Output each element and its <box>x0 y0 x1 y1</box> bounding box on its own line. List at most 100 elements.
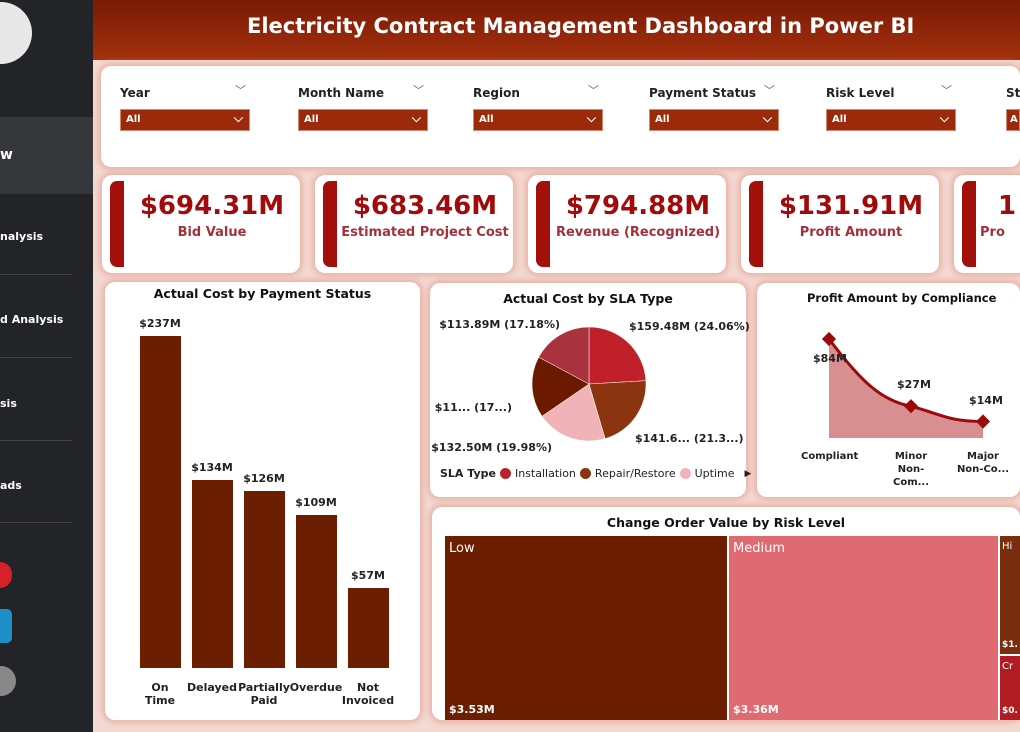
tile-label: Hi <box>1002 541 1013 552</box>
legend-item[interactable]: Installation <box>514 467 576 480</box>
filter-dropdown[interactable]: All ⌵ <box>649 109 779 131</box>
bar[interactable] <box>296 515 337 668</box>
kpi-accent <box>323 181 337 267</box>
chevron-down-icon[interactable]: ﹀ <box>235 84 246 97</box>
treemap-tile[interactable]: Cr $0. <box>1000 656 1020 720</box>
kpi-label: Pro <box>980 225 1005 240</box>
tile-label: Low <box>449 541 475 556</box>
legend-item[interactable]: Repair/Restore <box>594 467 676 480</box>
chevron-down-icon[interactable]: ﹀ <box>413 84 424 97</box>
filter-dropdown[interactable]: All ⌵ <box>826 109 956 131</box>
filter-value: All <box>479 114 494 125</box>
sidebar: w nalysis d Analysis sis ads <box>0 0 93 732</box>
profile-icon[interactable] <box>0 666 16 696</box>
logo <box>0 2 32 64</box>
legend-dot <box>499 468 511 479</box>
pie-slice[interactable] <box>588 326 647 385</box>
area-fill <box>829 339 983 438</box>
pie-chart <box>531 326 647 442</box>
tile-value: $1. <box>1002 640 1018 650</box>
kpi-card: $683.46M Estimated Project Cost <box>315 175 513 273</box>
nav-item-5[interactable]: ads <box>0 479 22 492</box>
data-label: $14M <box>969 393 1003 407</box>
legend-dot <box>679 468 691 479</box>
pie-label: $141.6... (21.3...) <box>635 432 744 445</box>
bar[interactable] <box>140 336 181 668</box>
linkedin-icon[interactable] <box>0 609 12 643</box>
x-axis-label: Minor Non-Com... <box>892 451 930 488</box>
data-label: $237M <box>139 317 181 330</box>
treemap-card: Change Order Value by Risk Level Low $3.… <box>432 507 1020 720</box>
nav-overview[interactable]: w <box>0 117 93 194</box>
legend-next-arrow-icon[interactable]: ▶ <box>744 468 752 479</box>
bar[interactable] <box>244 491 285 668</box>
x-axis-label: Partially Paid <box>238 681 290 707</box>
pie-label: $132.50M (19.98%) <box>431 441 552 454</box>
tile-value: $3.53M <box>449 703 495 716</box>
kpi-value: $794.88M <box>565 191 711 221</box>
pie-slice[interactable] <box>541 383 606 442</box>
data-label: $134M <box>191 461 233 475</box>
kpi-card: 1 Pro <box>954 175 1020 273</box>
kpi-accent <box>536 181 550 267</box>
chart-title: Actual Cost by Payment Status <box>153 286 372 301</box>
pie-label: $11... (17...) <box>434 401 512 414</box>
chart-title: Change Order Value by Risk Level <box>606 515 846 530</box>
chevron-down-icon[interactable]: ﹀ <box>941 84 952 97</box>
kpi-value: $694.31M <box>139 191 285 221</box>
pie-slice[interactable] <box>588 380 647 439</box>
treemap-tile[interactable]: Medium $3.36M <box>729 536 998 720</box>
kpi-label: Revenue (Recognized) <box>555 225 721 240</box>
data-point-marker[interactable] <box>903 399 919 414</box>
filter-value: All <box>304 114 319 125</box>
treemap-tile[interactable]: Low $3.53M <box>445 536 727 720</box>
divider <box>0 440 72 441</box>
kpi-label: Bid Value <box>177 225 247 240</box>
pie-slice[interactable] <box>531 356 590 417</box>
divider <box>0 274 72 275</box>
filter-label: St <box>1006 86 1020 100</box>
x-axis-label: Compliant <box>801 451 859 462</box>
kpi-card: $131.91M Profit Amount <box>741 175 939 273</box>
kpi-value: $683.46M <box>352 191 498 221</box>
legend-item[interactable]: Uptime <box>694 467 735 480</box>
tile-label: Medium <box>733 541 785 556</box>
chart-title: Actual Cost by SLA Type <box>503 291 673 306</box>
data-label: $84M <box>813 352 847 365</box>
bar-chart-card: Actual Cost by Payment Status $237M On Ti… <box>105 282 420 720</box>
nav-item-4[interactable]: sis <box>0 397 17 410</box>
pie-label: $159.48M (24.06%) <box>629 320 750 333</box>
pie-slice[interactable] <box>538 326 590 385</box>
bar[interactable] <box>348 588 389 668</box>
chevron-down-icon: ⌵ <box>762 111 772 125</box>
area-chart <box>821 331 991 438</box>
chevron-down-icon: ⌵ <box>233 111 243 125</box>
treemap-tile[interactable]: Hi $1. <box>1000 536 1020 654</box>
filter-dropdown[interactable]: A <box>1006 109 1020 131</box>
filter-dropdown[interactable]: All ⌵ <box>120 109 250 131</box>
nav-item-2[interactable]: nalysis <box>0 230 44 243</box>
chevron-down-icon[interactable]: ﹀ <box>588 84 599 97</box>
data-point-marker[interactable] <box>821 331 837 347</box>
pie-label: $113.89M (17.18%) <box>439 318 560 331</box>
chart-title: Profit Amount by Compliance <box>807 291 997 305</box>
chevron-down-icon[interactable]: ﹀ <box>764 84 775 97</box>
filter-dropdown[interactable]: All ⌵ <box>298 109 428 131</box>
x-axis-label: Major Non-Co... <box>956 451 1010 475</box>
filter-dropdown[interactable]: All ⌵ <box>473 109 603 131</box>
youtube-icon[interactable] <box>0 562 12 588</box>
area-chart-card: Profit Amount by Compliance $84M Complian… <box>757 283 1020 497</box>
nav-item-3[interactable]: d Analysis <box>0 313 64 326</box>
kpi-value: $131.91M <box>778 191 924 221</box>
filter-label: Risk Level <box>826 86 895 100</box>
kpi-value: 1 <box>998 191 1017 221</box>
filter-panel: Year ﹀ All ⌵ Month Name ﹀ All ⌵ Region ﹀ All ⌵ Payme… <box>101 66 1020 167</box>
data-point-marker[interactable] <box>975 414 991 429</box>
data-label: $109M <box>295 496 337 510</box>
filter-label: Year <box>120 86 150 100</box>
bar[interactable] <box>192 480 233 668</box>
kpi-accent <box>749 181 763 267</box>
kpi-card: $694.31M Bid Value <box>102 175 300 273</box>
divider <box>0 357 72 358</box>
page-title: Electricity Contract Management Dashboar… <box>93 0 1020 60</box>
